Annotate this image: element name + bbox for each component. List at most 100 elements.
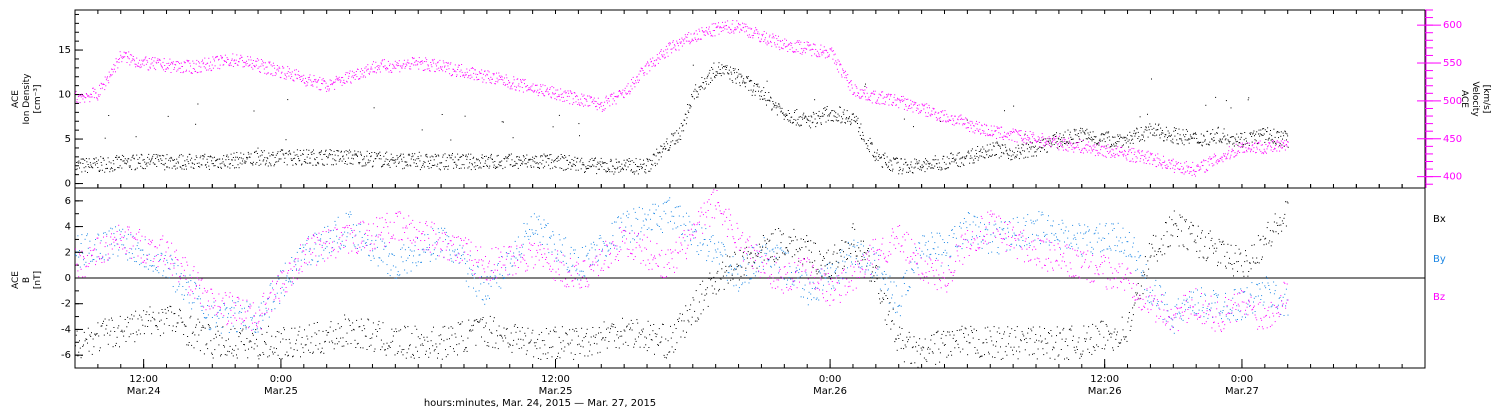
density-velocity-point <box>783 114 785 116</box>
density-velocity-point <box>123 155 125 157</box>
density-velocity-point <box>835 64 837 66</box>
density-velocity-point <box>963 165 965 166</box>
magnetic-field-point <box>144 325 146 327</box>
magnetic-field-point <box>551 356 553 358</box>
density-velocity-point <box>654 65 656 67</box>
density-velocity-point <box>159 58 161 60</box>
density-velocity-point <box>1093 144 1095 146</box>
density-velocity-point <box>186 69 187 71</box>
density-velocity-point <box>566 95 568 97</box>
density-velocity-point <box>613 173 615 175</box>
magnetic-field-point <box>246 338 248 339</box>
density-velocity-point <box>655 59 657 61</box>
magnetic-field-point <box>150 320 152 322</box>
magnetic-field-point <box>298 330 300 332</box>
density-velocity-point <box>1030 148 1032 150</box>
density-velocity-point <box>866 143 868 144</box>
magnetic-field-point <box>314 332 316 334</box>
magnetic-field-point <box>84 340 86 342</box>
density-velocity-point <box>641 68 643 70</box>
density-velocity-point <box>617 166 619 168</box>
density-velocity-point <box>444 153 446 155</box>
density-velocity-point <box>478 160 480 162</box>
density-velocity-point <box>290 73 292 75</box>
density-velocity-point <box>704 34 706 36</box>
magnetic-field-point <box>539 347 541 349</box>
density-velocity-point <box>537 166 539 168</box>
density-velocity-point <box>1028 137 1030 139</box>
density-velocity-point <box>1062 146 1064 148</box>
density-velocity-point <box>89 101 91 103</box>
density-velocity-point <box>250 162 251 164</box>
density-velocity-point <box>592 99 594 101</box>
density-velocity-point <box>218 59 219 61</box>
density-velocity-point <box>973 125 975 127</box>
density-velocity-point <box>855 121 857 123</box>
density-velocity-point <box>284 74 286 76</box>
density-velocity-point <box>369 73 370 75</box>
magnetic-field-point <box>409 345 410 347</box>
magnetic-field-point <box>495 342 497 344</box>
density-velocity-point <box>493 164 495 166</box>
density-velocity-point <box>1127 134 1128 136</box>
density-velocity-point <box>1119 150 1120 152</box>
density-velocity-point <box>92 162 94 164</box>
density-velocity-point <box>962 156 964 158</box>
density-velocity-point <box>899 100 901 102</box>
density-velocity-point <box>633 83 635 85</box>
density-velocity-point <box>498 161 500 163</box>
density-velocity-point <box>1231 136 1233 138</box>
density-velocity-point <box>1008 157 1009 159</box>
magnetic-field-point <box>308 349 309 351</box>
density-velocity-point <box>1123 153 1125 155</box>
magnetic-field-point <box>192 331 194 333</box>
density-velocity-point <box>1189 138 1191 140</box>
density-velocity-point <box>673 133 675 135</box>
density-velocity-point <box>683 119 685 121</box>
magnetic-field-point <box>143 310 145 312</box>
density-velocity-point <box>381 60 383 62</box>
density-velocity-point <box>367 159 369 161</box>
density-velocity-point <box>1255 152 1257 154</box>
density-velocity-point <box>680 139 682 140</box>
density-velocity-point <box>959 158 961 160</box>
density-velocity-point <box>243 61 245 63</box>
density-velocity-point <box>806 122 808 123</box>
density-velocity-point <box>1167 167 1168 169</box>
density-velocity-point <box>289 72 291 73</box>
density-velocity-point <box>436 65 437 67</box>
magnetic-field-point <box>374 348 376 350</box>
magnetic-field-point <box>164 308 166 310</box>
density-velocity-point <box>457 153 459 155</box>
magnetic-field-point <box>411 333 413 334</box>
density-velocity-point <box>974 132 976 134</box>
density-velocity-point <box>470 153 472 155</box>
density-velocity-point <box>405 161 407 163</box>
magnetic-field-point <box>305 344 307 346</box>
density-velocity-point <box>109 76 111 78</box>
density-velocity-point <box>442 154 444 156</box>
density-velocity-point <box>228 65 230 67</box>
density-velocity-point <box>258 66 260 68</box>
density-velocity-point <box>577 99 579 101</box>
density-velocity-point <box>183 164 185 166</box>
density-velocity-point <box>1275 142 1277 144</box>
density-velocity-point <box>1140 158 1142 160</box>
density-velocity-point <box>884 103 886 105</box>
density-velocity-point <box>648 65 650 67</box>
density-velocity-point <box>170 156 172 158</box>
density-velocity-point <box>693 90 695 92</box>
density-velocity-point <box>383 155 385 157</box>
density-velocity-point <box>1246 149 1247 151</box>
density-velocity-point <box>966 119 968 121</box>
density-velocity-point <box>756 85 758 87</box>
density-velocity-point <box>1069 131 1071 133</box>
density-velocity-point <box>547 91 549 93</box>
density-velocity-point <box>652 164 654 166</box>
density-velocity-point <box>435 156 437 158</box>
density-velocity-point <box>1053 138 1055 140</box>
density-velocity-point <box>754 30 755 32</box>
density-velocity-point <box>1161 132 1163 134</box>
density-velocity-point <box>675 140 677 142</box>
density-velocity-point <box>343 158 345 160</box>
